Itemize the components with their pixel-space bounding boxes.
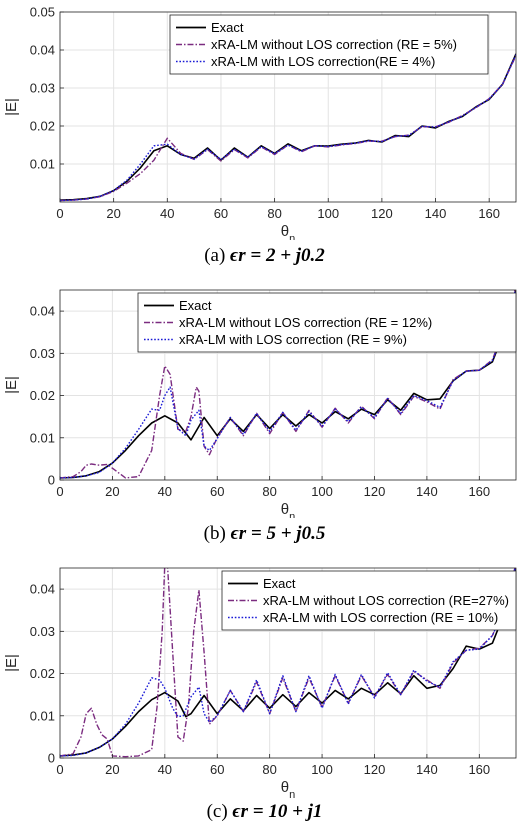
legend-label-3: xRA-LM with LOS correction(RE = 4%)	[211, 54, 435, 69]
y-axis-label: |E|	[3, 376, 20, 394]
y-tick-label: 0.03	[30, 624, 55, 639]
x-tick-label: 100	[311, 762, 333, 777]
series-group	[60, 53, 516, 202]
x-tick-label: 120	[371, 206, 393, 221]
y-tick-label: 0	[48, 473, 55, 488]
series-line-2	[60, 55, 516, 202]
legend-label-1: Exact	[179, 298, 212, 313]
x-tick-label: 0	[56, 206, 63, 221]
caption-c-prefix: (c)	[206, 801, 228, 822]
y-axis-label: |E|	[3, 654, 20, 672]
legend-label-3: xRA-LM with LOS correction (RE = 10%)	[263, 610, 498, 625]
x-tick-label: 140	[416, 484, 438, 499]
caption-a-math: ϵr = 2 + j0.2	[230, 245, 325, 266]
series-line-2	[60, 568, 516, 758]
legend: Exact xRA-LM without LOS correction (RE =…	[169, 14, 489, 75]
chart-a-svg: 0 20 40 60 80 100 120 140 160 0.01 0.02 0.03 0.04 0.0…	[3, 5, 517, 240]
y-tick-label: 0.02	[30, 119, 55, 134]
legend-label-2: xRA-LM without LOS correction (RE = 12%)	[179, 315, 432, 330]
chart-c-svg: 0 20 40 60 80 100 120 140 160 0 0.01 0.02 0.03 0.04 θn…	[3, 567, 517, 798]
x-tick-label: 80	[262, 762, 276, 777]
x-tick-label: 0	[56, 762, 63, 777]
x-axis-label: θn	[281, 223, 295, 240]
x-tick-label: 20	[105, 762, 119, 777]
x-tick-label: 160	[468, 484, 490, 499]
x-tick-label: 100	[317, 206, 339, 221]
y-tick-label: 0.02	[30, 388, 55, 403]
plot-frame	[59, 11, 517, 203]
x-tick-label: 140	[425, 206, 447, 221]
y-tick-label: 0.03	[30, 346, 55, 361]
caption-b-prefix: (b)	[203, 523, 226, 544]
x-tick-label: 60	[210, 762, 224, 777]
x-tick-label: 100	[311, 484, 333, 499]
x-tick-label: 40	[158, 762, 172, 777]
legend: Exact xRA-LM without LOS correction (RE=2…	[221, 570, 517, 631]
caption-a: (a) ϵr = 2 + j0.2	[0, 245, 529, 267]
chart-panel-c: 0 20 40 60 80 100 120 140 160 0 0.01 0.02 0.03 0.04 θn…	[0, 556, 529, 830]
y-tick-label: 0.03	[30, 81, 55, 96]
legend-label-2: xRA-LM without LOS correction (RE=27%)	[263, 593, 509, 608]
y-tick-label: 0.01	[30, 708, 55, 723]
caption-a-prefix: (a)	[204, 245, 226, 266]
series-group	[60, 290, 516, 479]
legend-box	[137, 292, 517, 353]
chart-panel-b: 0 20 40 60 80 100 120 140 160 0 0.01 0.02 0.03 0.04 θn…	[0, 278, 529, 548]
x-tick-label: 20	[106, 206, 120, 221]
legend-label-2: xRA-LM without LOS correction (RE = 5%)	[211, 37, 457, 52]
legend-box	[169, 14, 489, 75]
y-tick-label: 0.01	[30, 157, 55, 172]
x-tick-label: 60	[214, 206, 228, 221]
caption-b-math: ϵr = 5 + j0.5	[230, 523, 326, 544]
y-tick-label: 0.05	[30, 5, 55, 20]
y-tick-label: 0.02	[30, 666, 55, 681]
y-tick-label: 0.01	[30, 430, 55, 445]
x-tick-label: 40	[158, 484, 172, 499]
chart-b-svg: 0 20 40 60 80 100 120 140 160 0 0.01 0.02 0.03 0.04 θn…	[3, 289, 517, 518]
series-line-1	[60, 568, 516, 757]
x-tick-label: 20	[105, 484, 119, 499]
x-tick-label: 140	[416, 762, 438, 777]
series-line-3	[60, 568, 516, 757]
series-line-3	[60, 54, 516, 202]
x-tick-label: 120	[364, 484, 386, 499]
x-tick-label: 0	[56, 484, 63, 499]
x-axis-label: θn	[281, 779, 295, 798]
x-tick-label: 160	[478, 206, 500, 221]
legend-label-1: Exact	[263, 576, 296, 591]
x-tick-label: 40	[160, 206, 174, 221]
y-tick-label: 0.04	[30, 43, 55, 58]
y-tick-label: 0	[48, 751, 55, 766]
legend-label-1: Exact	[211, 20, 244, 35]
x-tick-label: 160	[468, 762, 490, 777]
caption-c: (c) ϵr = 10 + j1	[0, 801, 529, 823]
y-tick-label: 0.04	[30, 304, 55, 319]
legend-label-3: xRA-LM with LOS correction (RE = 9%)	[179, 332, 407, 347]
x-axis-label: θn	[281, 501, 295, 518]
series-line-3	[60, 290, 516, 479]
caption-b: (b) ϵr = 5 + j0.5	[0, 523, 529, 545]
x-tick-label: 80	[267, 206, 281, 221]
plot-frame	[59, 289, 517, 481]
caption-c-math: ϵr = 10 + j1	[232, 801, 323, 822]
y-axis-label: |E|	[3, 98, 20, 116]
series-group	[60, 568, 516, 758]
series-line-1	[60, 53, 516, 201]
y-tick-label: 0.04	[30, 582, 55, 597]
x-tick-label: 60	[210, 484, 224, 499]
plot-frame	[59, 567, 517, 759]
chart-panel-a: 0 20 40 60 80 100 120 140 160 0.01 0.02 0.03 0.04 0.0…	[0, 0, 529, 272]
legend: Exact xRA-LM without LOS correction (RE =…	[137, 292, 517, 353]
x-tick-label: 80	[262, 484, 276, 499]
legend-box	[221, 570, 517, 631]
x-tick-label: 120	[364, 762, 386, 777]
